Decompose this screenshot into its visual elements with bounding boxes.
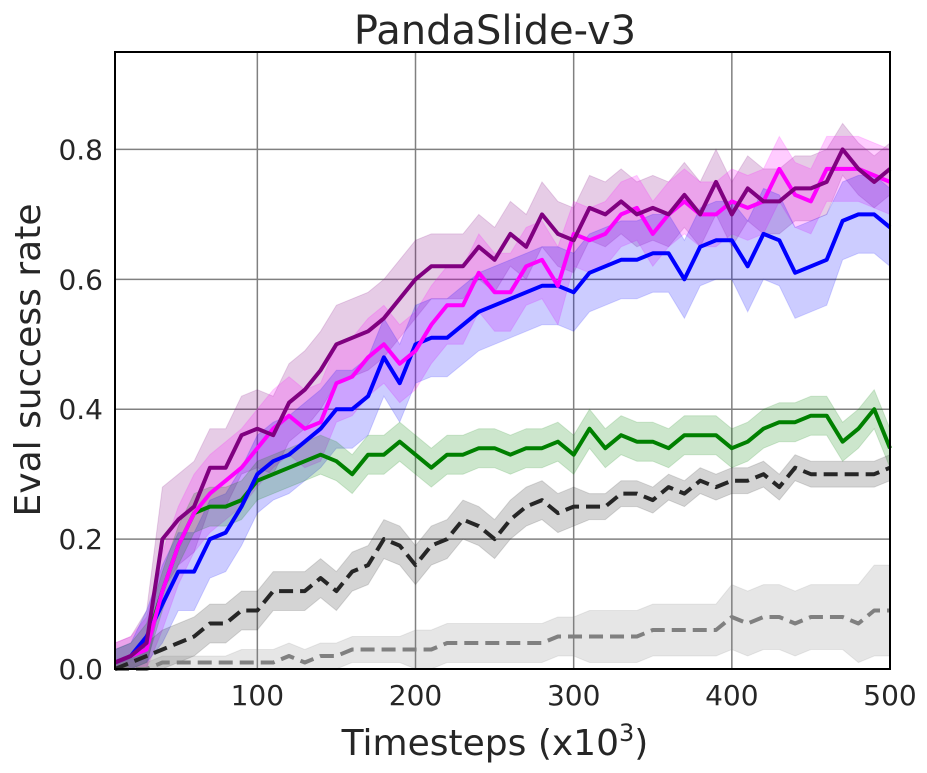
x-axis-label-close: ) bbox=[634, 723, 648, 764]
y-tick-labels: 0.0 0.2 0.4 0.6 0.8 bbox=[58, 133, 103, 686]
x-tick-label: 300 bbox=[547, 679, 600, 712]
x-axis-label: Timesteps (x103) bbox=[341, 719, 649, 764]
x-tick-label: 400 bbox=[705, 679, 758, 712]
y-tick-label: 0.4 bbox=[58, 393, 103, 426]
series-line-1 bbox=[114, 147, 892, 665]
y-tick-label: 0.2 bbox=[58, 523, 103, 556]
chart-title: PandaSlide-v3 bbox=[354, 8, 636, 54]
series-line-3 bbox=[114, 212, 892, 665]
x-axis-label-superscript: 3 bbox=[619, 719, 634, 747]
x-tick-label: 500 bbox=[863, 679, 916, 712]
y-tick-label: 0.6 bbox=[58, 263, 103, 296]
plot-frame bbox=[114, 51, 891, 670]
x-tick-labels: 100 200 300 400 500 bbox=[231, 679, 917, 712]
y-axis-label: Eval success rate bbox=[8, 204, 49, 517]
series-lines bbox=[114, 147, 892, 671]
x-axis-label-main: Timesteps (x10 bbox=[341, 723, 619, 764]
series-line-6 bbox=[115, 608, 890, 671]
x-tick-label: 200 bbox=[389, 679, 442, 712]
series-line-5 bbox=[114, 465, 891, 671]
y-tick-label: 0.0 bbox=[58, 653, 103, 686]
y-tick-label: 0.8 bbox=[58, 133, 103, 166]
x-tick-label: 100 bbox=[231, 679, 284, 712]
series-line-2 bbox=[114, 166, 891, 665]
